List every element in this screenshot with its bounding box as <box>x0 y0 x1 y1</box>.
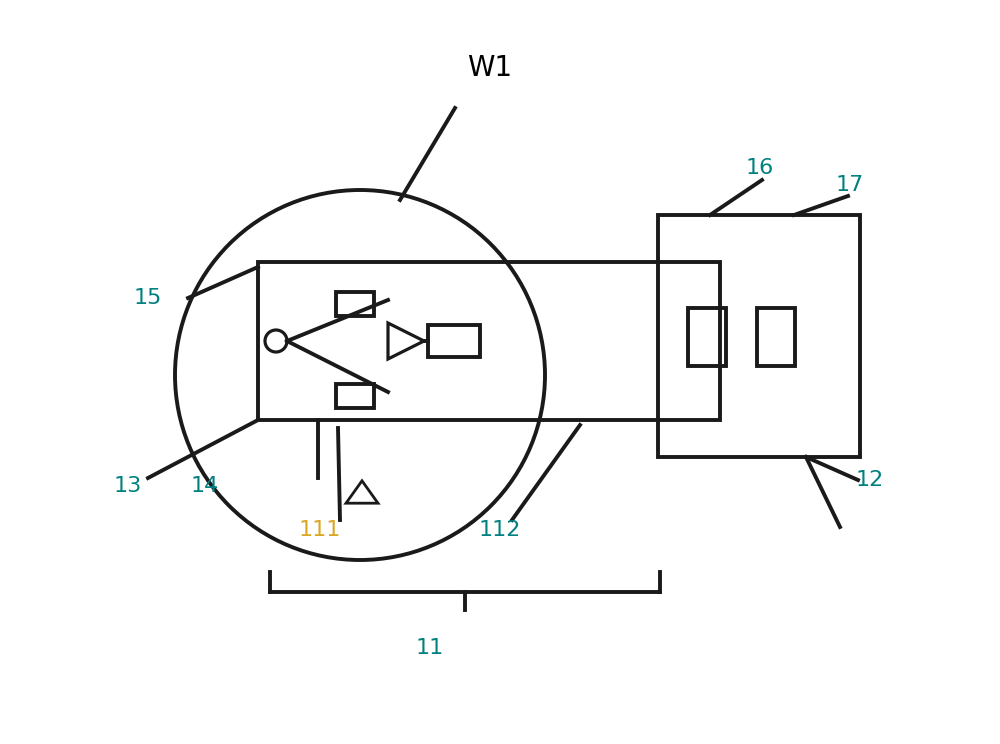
Text: 12: 12 <box>856 470 884 490</box>
Bar <box>688 308 726 366</box>
Bar <box>336 384 374 408</box>
Bar <box>258 262 720 420</box>
Text: 17: 17 <box>836 175 864 195</box>
Bar <box>757 308 795 366</box>
Bar <box>428 325 480 357</box>
Text: 14: 14 <box>191 476 219 496</box>
Text: 111: 111 <box>299 520 341 540</box>
Text: 112: 112 <box>479 520 521 540</box>
Bar <box>336 292 374 316</box>
Text: 15: 15 <box>134 288 162 308</box>
Text: W1: W1 <box>467 54 513 82</box>
Bar <box>658 215 860 457</box>
Text: 11: 11 <box>416 638 444 658</box>
Text: 13: 13 <box>114 476 142 496</box>
Text: 16: 16 <box>746 158 774 178</box>
